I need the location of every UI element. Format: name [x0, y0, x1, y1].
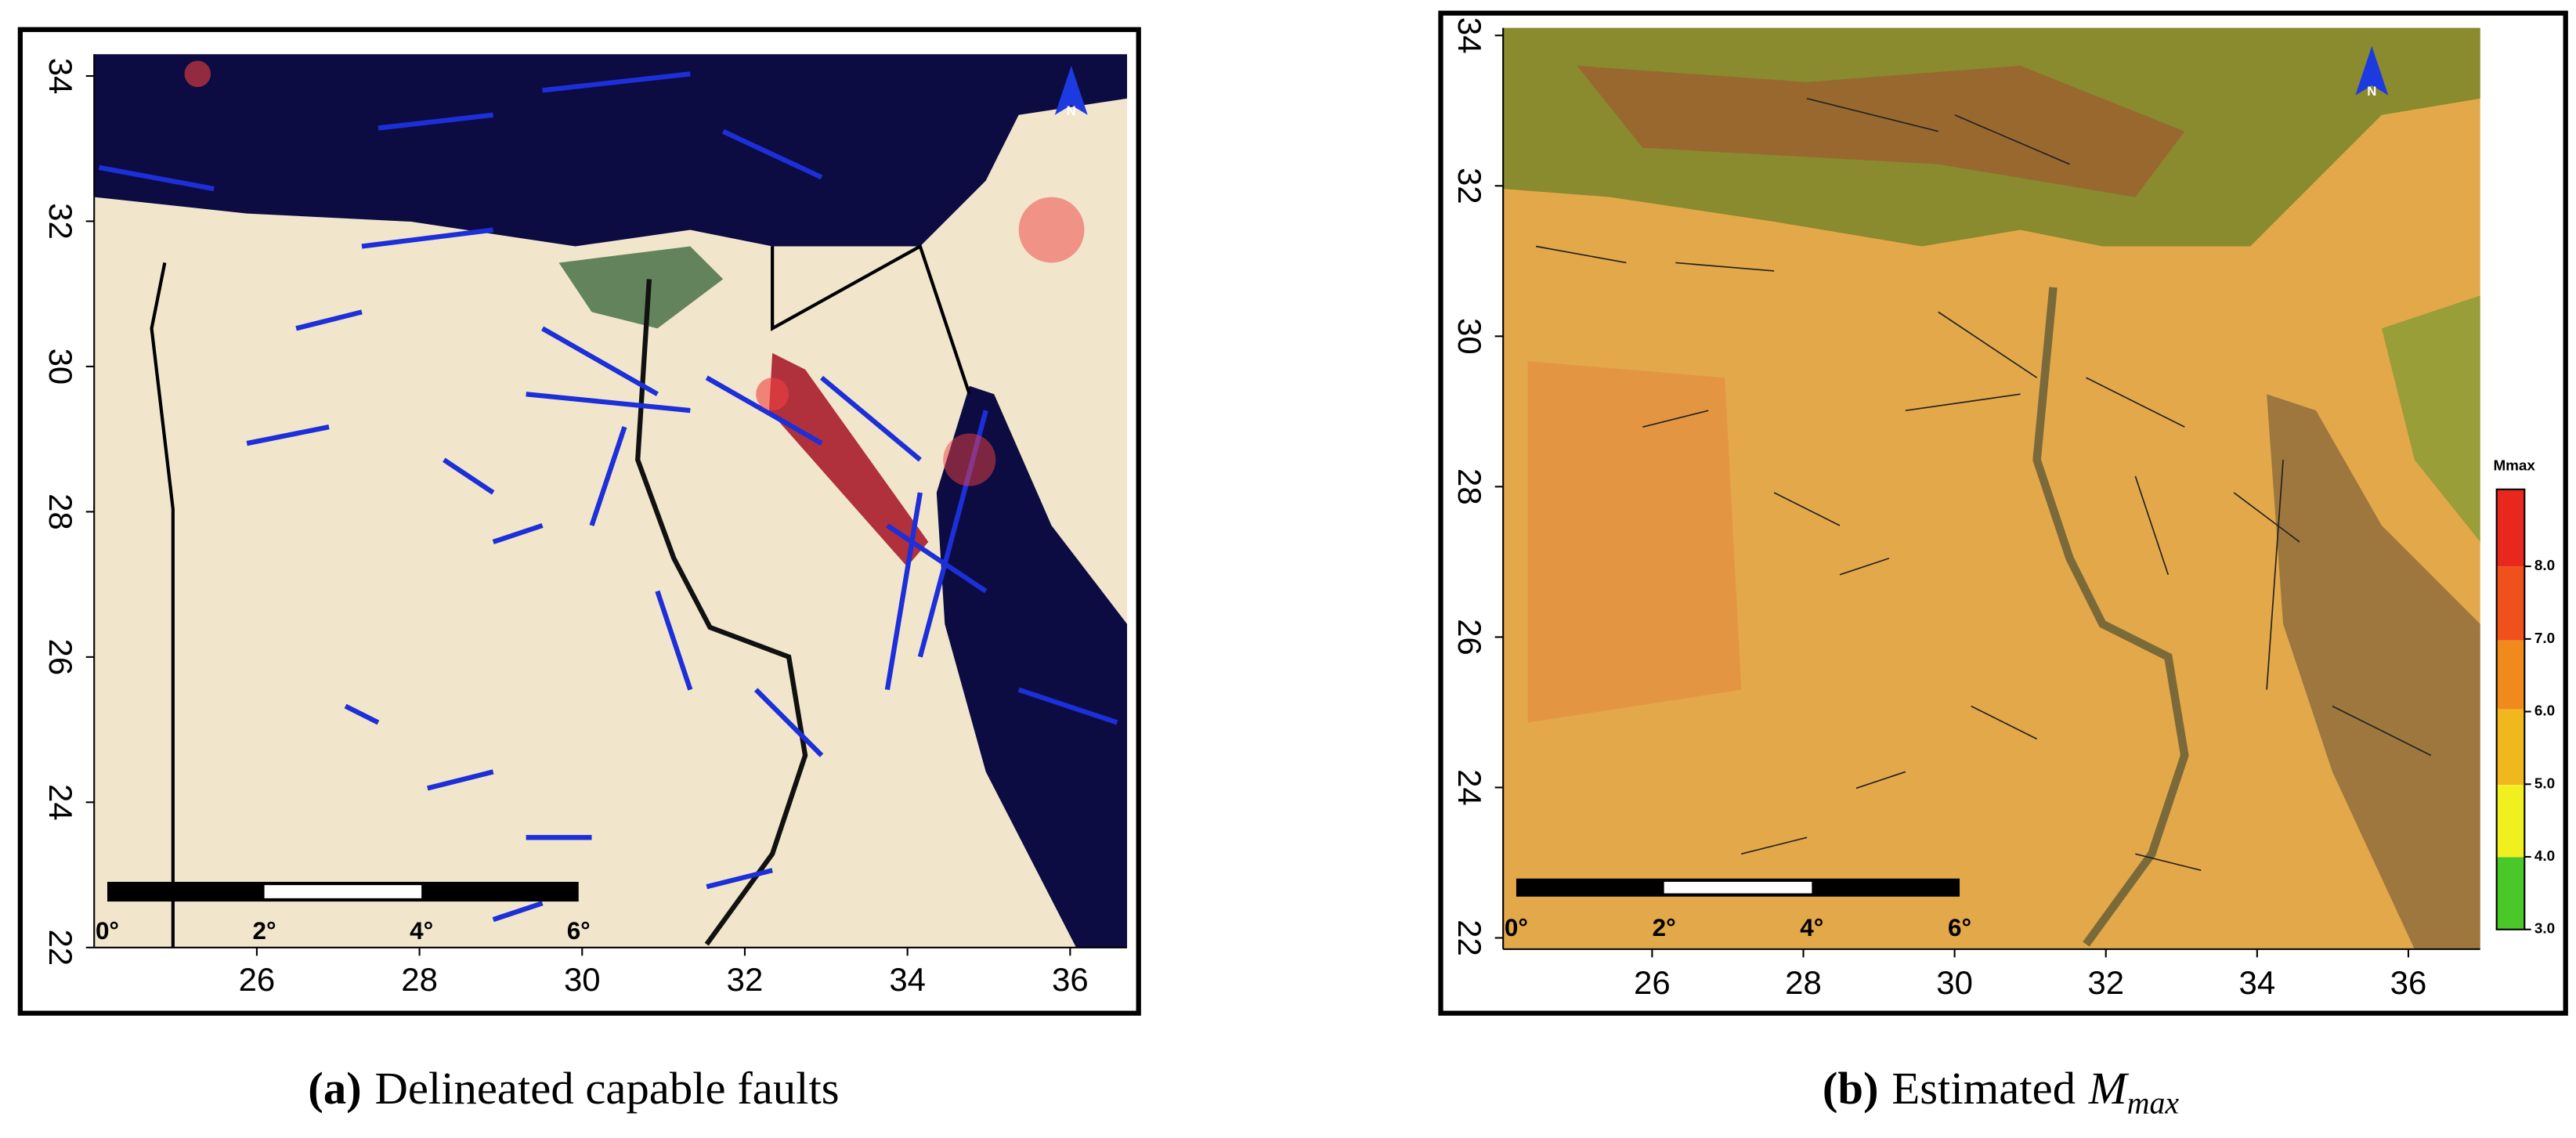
legend-tick-label: 7.0 — [2534, 630, 2555, 646]
faults — [98, 71, 1118, 923]
scale-bar-label: 0° — [1505, 914, 1528, 941]
caption-label: (a) — [308, 1063, 361, 1114]
caption-text: Delineated capable faults — [375, 1063, 840, 1114]
nile — [635, 279, 808, 946]
y-tick-label: 26 — [42, 639, 79, 676]
y-tick-label: 22 — [1451, 919, 1488, 956]
x-tick-label: 34 — [2239, 964, 2276, 1001]
epicenters — [184, 60, 1085, 486]
scale-bar-label: 2° — [1653, 914, 1676, 941]
legend-tick-label: 5.0 — [2534, 775, 2555, 791]
scale-bar-segment — [264, 885, 422, 898]
y-tick-label: 24 — [1451, 769, 1488, 806]
caption: (a) Delineated capable faults — [308, 1063, 839, 1114]
y-tick-label: 22 — [42, 929, 79, 966]
legend-title: Mmax — [2493, 457, 2535, 473]
y-tick-label: 34 — [42, 58, 79, 95]
scale-bar-label: 4° — [410, 917, 433, 945]
red-sea — [2267, 394, 2480, 949]
x-tick-label: 32 — [727, 961, 764, 998]
x-tick-label: 36 — [1052, 961, 1089, 998]
sea — [94, 54, 1128, 247]
north-arrow — [2355, 45, 2389, 96]
x-tick-label: 28 — [401, 961, 438, 998]
panel-b-map — [1438, 10, 2568, 1016]
legend-tick-label: 6.0 — [2534, 703, 2555, 719]
y-tick-label: 24 — [42, 784, 79, 821]
y-tick-label: 26 — [1451, 619, 1488, 656]
y-tick-label: 32 — [42, 203, 79, 240]
north-label: N — [2367, 84, 2376, 99]
y-tick-label: 34 — [1451, 17, 1488, 54]
x-tick-label: 36 — [2390, 964, 2427, 1001]
x-tick-label: 32 — [2087, 964, 2124, 1001]
nile — [2032, 287, 2189, 947]
scale-bar-label: 2° — [253, 917, 276, 945]
north-label: N — [1067, 103, 1076, 118]
panel: 26 28 30 32 34 36 22 24 26 28 30 32 34 0° 2° 4° 6° N (a) De… — [42, 54, 1128, 1114]
panel-a-map — [17, 27, 1141, 1016]
border — [771, 244, 971, 395]
caption: (b) Estimated Mmax — [1823, 1063, 2180, 1121]
x-tick-label: 26 — [1634, 964, 1671, 1001]
caption-math-sub: max — [2127, 1086, 2180, 1121]
border — [150, 262, 175, 948]
scale-bar-label: 0° — [96, 917, 119, 945]
legend-tick-label: 4.0 — [2534, 847, 2555, 864]
x-tick-label: 28 — [1785, 964, 1822, 1001]
red-sea — [936, 385, 1128, 948]
high-zone — [1577, 65, 2185, 197]
y-tick-label: 32 — [1451, 168, 1488, 204]
caption-text: Estimated — [1891, 1063, 2076, 1114]
faults — [1535, 97, 2432, 872]
legend-tick-label: 8.0 — [2534, 557, 2555, 573]
delta — [558, 246, 724, 329]
panel: 26 28 30 32 34 36 22 24 26 28 30 32 34 0° 2° 4° 6° N (b) Es… — [1451, 17, 2555, 1121]
x-tick-label: 30 — [564, 961, 601, 998]
y-tick-label: 28 — [42, 493, 79, 530]
scale-bar-label: 4° — [1800, 914, 1823, 941]
caption-math: M — [2088, 1063, 2130, 1114]
x-tick-label: 34 — [889, 961, 926, 998]
x-tick-label: 26 — [239, 961, 276, 998]
legend-bar — [2495, 488, 2526, 930]
x-tick-label: 30 — [1936, 964, 1973, 1001]
legend-tick-label: 3.0 — [2534, 920, 2555, 937]
zone — [1527, 361, 1742, 723]
y-tick-label: 30 — [1451, 318, 1488, 355]
y-tick-label: 28 — [1451, 468, 1488, 505]
north-arrow — [1054, 65, 1088, 115]
scale-bar-label: 6° — [1948, 914, 1971, 941]
gulf — [768, 352, 929, 567]
y-tick-label: 30 — [42, 349, 79, 385]
scale-bar-segment — [1664, 881, 1812, 894]
caption-label: (b) — [1823, 1063, 1879, 1114]
green-zone — [2381, 295, 2480, 542]
scale-bar-label: 6° — [567, 917, 591, 945]
